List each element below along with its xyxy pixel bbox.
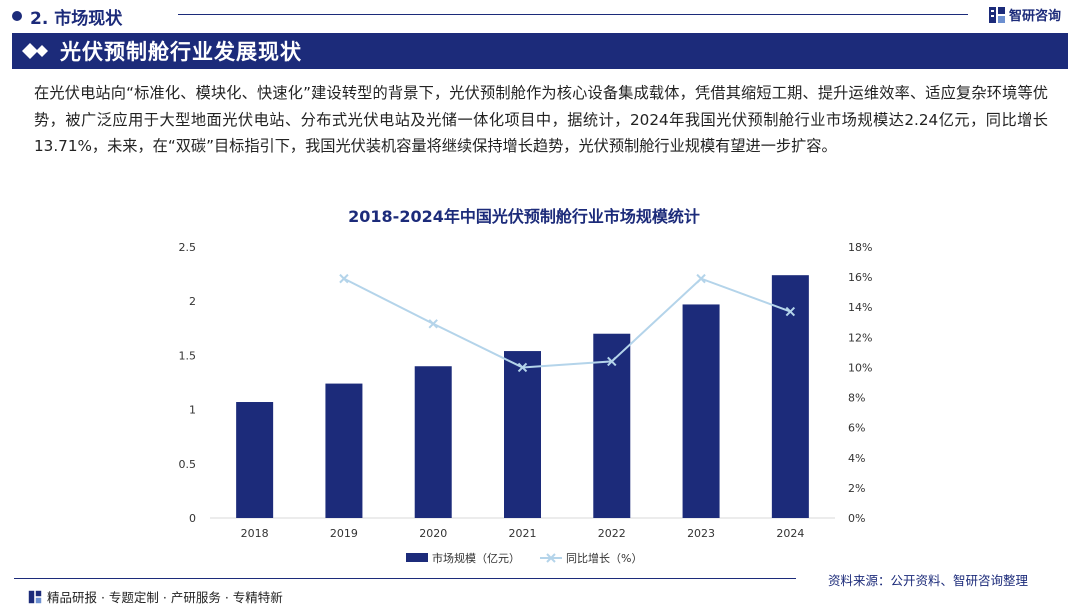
growth-point-2022 xyxy=(607,356,617,367)
x-tick-label: 2022 xyxy=(598,527,626,540)
footer-logo-icon xyxy=(28,590,42,603)
bar-2018 xyxy=(236,402,274,518)
x-tick-label: 2023 xyxy=(687,527,715,540)
x-tick-label: 2024 xyxy=(776,527,804,540)
left-axis-tick-label: 1 xyxy=(189,404,196,417)
legend-line-marker-icon xyxy=(546,553,556,563)
footer-divider xyxy=(14,578,796,579)
market-size-chart: 2018-2024年中国光伏预制舱行业市场规模统计 0 0.5 1 1.5 2 2.5 0… xyxy=(179,207,873,565)
top-header: 2. 市场现状 智研咨询 xyxy=(0,0,1080,30)
right-axis-tick-label: 6% xyxy=(848,422,865,435)
bar-2024 xyxy=(771,275,809,518)
chart-legend: 市场规模（亿元） 同比增长（%） xyxy=(406,551,642,565)
bar-2021 xyxy=(504,351,541,518)
left-axis-tick-label: 1.5 xyxy=(179,349,197,362)
left-axis-tick-label: 0 xyxy=(189,512,196,525)
right-axis: 0% 2% 4% 6% 8% 10% 12% 14% 16% 18% xyxy=(848,241,872,525)
right-axis-tick-label: 2% xyxy=(848,482,865,495)
chart-title: 2018-2024年中国光伏预制舱行业市场规模统计 xyxy=(348,207,700,226)
bar-2020 xyxy=(414,366,452,518)
page-title: 光伏预制舱行业发展现状 xyxy=(60,40,302,64)
footer-tagline: 精品研报 · 专题定制 · 产研服务 · 专精特新 xyxy=(28,587,283,606)
x-tick-label: 2019 xyxy=(330,527,358,540)
x-axis-labels: 2018 2019 2020 2021 2022 2023 2024 xyxy=(241,527,805,540)
brand-logo: 智研咨询 xyxy=(988,5,1061,24)
footer-tagline-text: 精品研报 · 专题定制 · 产研服务 · 专精特新 xyxy=(47,590,283,605)
bar-2023 xyxy=(682,304,720,518)
right-axis-tick-label: 16% xyxy=(848,271,872,284)
growth-point-2021 xyxy=(517,362,528,373)
legend-bar-swatch xyxy=(406,553,428,562)
growth-point-2019 xyxy=(339,273,349,284)
right-axis-tick-label: 14% xyxy=(848,301,872,314)
bullet-dot-icon xyxy=(12,11,22,21)
right-axis-tick-label: 12% xyxy=(848,331,872,344)
logo-text: 智研咨询 xyxy=(1009,9,1062,24)
right-axis-tick-label: 10% xyxy=(848,361,872,374)
legend-line-label: 同比增长（%） xyxy=(566,551,642,565)
growth-point-2024 xyxy=(785,306,796,317)
right-axis-tick-label: 18% xyxy=(848,241,872,254)
double-diamond-icon xyxy=(22,43,48,59)
right-axis-tick-label: 0% xyxy=(848,512,865,525)
right-axis-tick-label: 4% xyxy=(848,452,865,465)
logo-icon xyxy=(989,6,1005,23)
legend-bar-label: 市场规模（亿元） xyxy=(432,551,520,565)
source-note: 资料来源：公开资料、智研咨询整理 xyxy=(828,573,1029,588)
right-axis-tick-label: 8% xyxy=(848,392,865,405)
growth-line xyxy=(343,277,791,369)
header-divider xyxy=(178,14,968,15)
bar-2022 xyxy=(593,333,631,518)
title-banner: 光伏预制舱行业发展现状 xyxy=(12,33,1068,69)
section-title: 2. 市场现状 xyxy=(30,9,123,29)
growth-point-2023 xyxy=(696,273,706,284)
bar-2019 xyxy=(325,383,363,518)
left-axis-tick-label: 2.5 xyxy=(179,241,197,254)
bar-series xyxy=(236,275,809,518)
chart-container: 2018-2024年中国光伏预制舱行业市场规模统计 0 0.5 1 1.5 2 2.5 0… xyxy=(0,200,1080,580)
x-tick-label: 2021 xyxy=(509,527,537,540)
left-axis-tick-label: 2 xyxy=(189,295,196,308)
left-axis-tick-label: 0.5 xyxy=(179,458,197,471)
x-tick-label: 2018 xyxy=(241,527,269,540)
growth-point-2020 xyxy=(428,319,438,329)
x-tick-label: 2020 xyxy=(419,527,447,540)
intro-paragraph: 在光伏电站向“标准化、模块化、快速化”建设转型的背景下，光伏预制舱作为核心设备集… xyxy=(34,84,1048,155)
line-series xyxy=(339,273,796,373)
